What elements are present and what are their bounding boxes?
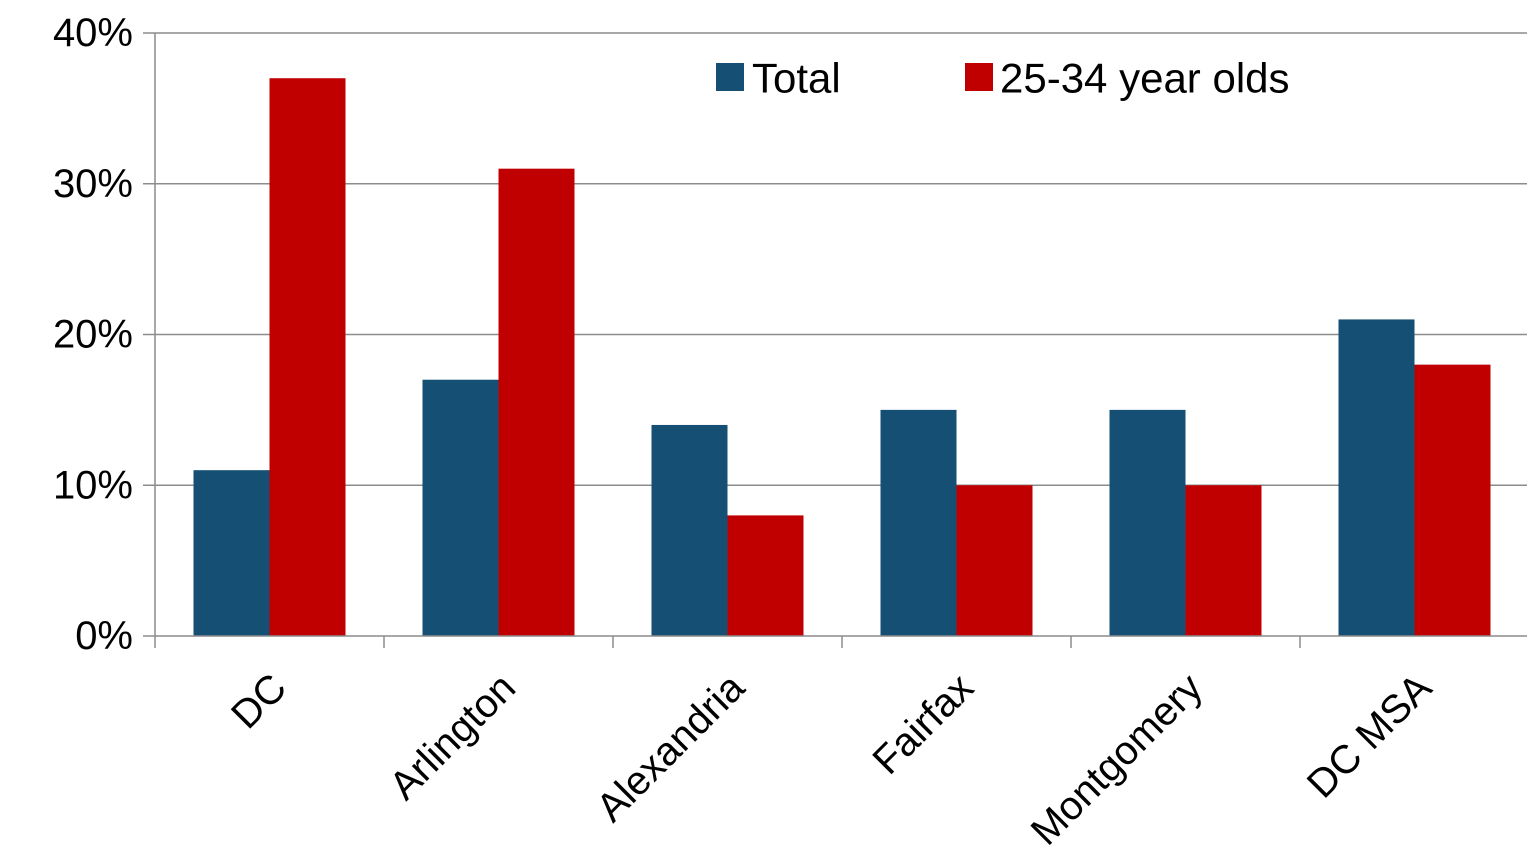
bar-25-34-year-olds-montgomery: [1185, 485, 1262, 636]
bar-25-34-year-olds-dc: [269, 78, 346, 637]
bars: [193, 78, 1491, 637]
bar-total-dc: [193, 470, 270, 636]
y-tick-label: 10%: [53, 463, 133, 507]
legend-swatch: [716, 63, 744, 91]
axes: [143, 32, 1527, 648]
bar-total-arlington: [422, 379, 499, 636]
bar-total-fairfax: [880, 409, 957, 636]
gridlines: [155, 32, 1527, 486]
legend-label: Total: [752, 55, 841, 102]
y-tick-label: 0%: [75, 614, 133, 658]
legend-label: 25-34 year olds: [1000, 55, 1290, 102]
x-tick-label: DC MSA: [1299, 665, 1440, 806]
x-tick-label: Fairfax: [864, 665, 982, 783]
bar-25-34-year-olds-dc-msa: [1414, 364, 1491, 636]
y-axis-tick-labels: 0% 10% 20% 30% 40%: [53, 11, 133, 658]
x-axis-tick-labels: DC Arlington Alexandria Fairfax Montgomery DC…: [223, 665, 1440, 854]
x-tick-label: Alexandria: [588, 665, 753, 830]
bar-25-34-year-olds-fairfax: [956, 485, 1033, 636]
bar-25-34-year-olds-alexandria: [727, 515, 804, 636]
x-tick-label: DC: [223, 665, 295, 737]
legend-swatch: [965, 63, 993, 91]
y-tick-label: 40%: [53, 11, 133, 55]
bar-total-alexandria: [651, 424, 728, 636]
x-tick-label: Arlington: [381, 665, 524, 808]
y-tick-label: 30%: [53, 162, 133, 206]
bar-25-34-year-olds-arlington: [498, 168, 575, 637]
x-tick-label: Montgomery: [1023, 665, 1211, 853]
y-tick-label: 20%: [53, 313, 133, 357]
bar-total-dc-msa: [1338, 319, 1415, 636]
bar-total-montgomery: [1109, 409, 1186, 636]
legend: Total 25-34 year olds: [716, 55, 1290, 102]
